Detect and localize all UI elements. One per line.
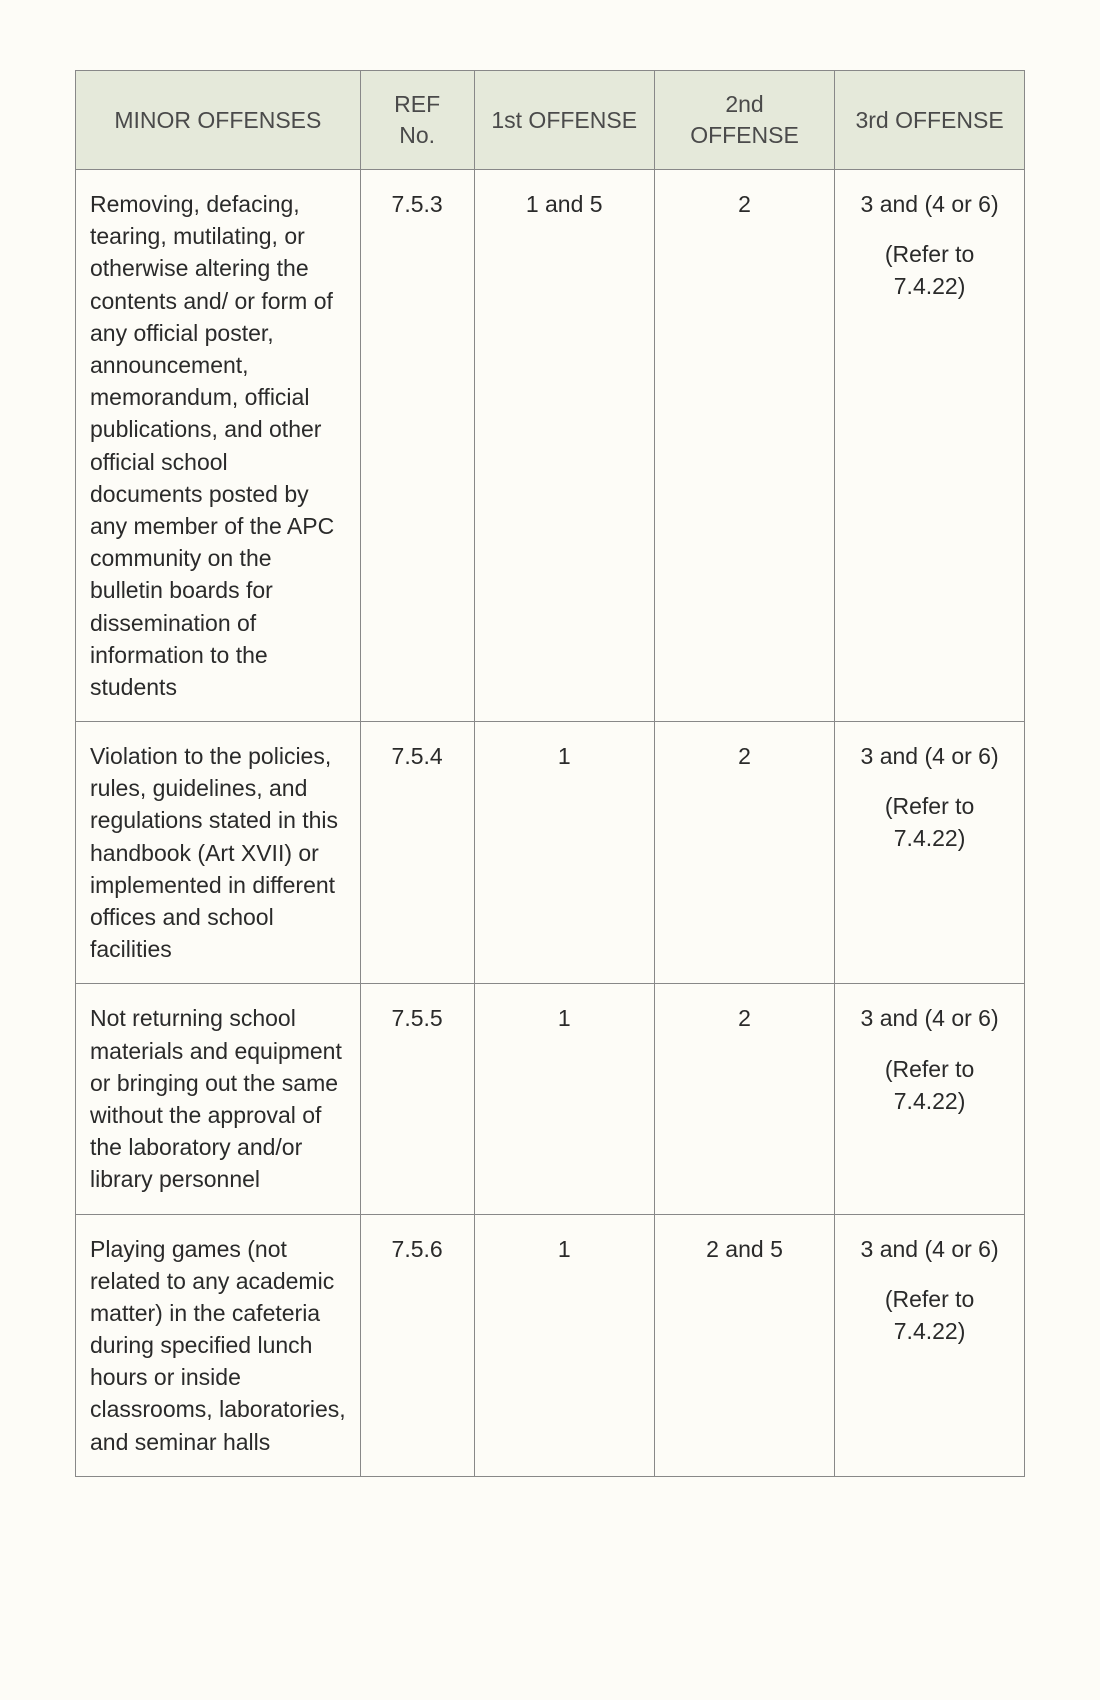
cell-second: 2 — [654, 722, 834, 984]
cell-third-line2: (Refer to 7.4.22) — [849, 238, 1010, 302]
cell-third-line1: 3 and (4 or 6) — [849, 740, 1010, 772]
table-row: Violation to the policies, rules, guidel… — [76, 722, 1025, 984]
cell-third: 3 and (4 or 6) (Refer to 7.4.22) — [835, 722, 1025, 984]
cell-third: 3 and (4 or 6) (Refer to 7.4.22) — [835, 170, 1025, 722]
header-third-offense: 3rd OFFENSE — [835, 71, 1025, 170]
cell-third-line2: (Refer to 7.4.22) — [849, 790, 1010, 854]
cell-first: 1 — [474, 722, 654, 984]
header-minor-offenses: MINOR OFFENSES — [76, 71, 361, 170]
cell-offense: Not returning school materials and equip… — [76, 984, 361, 1214]
cell-third-line1: 3 and (4 or 6) — [849, 188, 1010, 220]
cell-ref: 7.5.3 — [360, 170, 474, 722]
cell-third-line1: 3 and (4 or 6) — [849, 1002, 1010, 1034]
cell-ref: 7.5.4 — [360, 722, 474, 984]
table-row: Not returning school materials and equip… — [76, 984, 1025, 1214]
cell-offense: Playing games (not related to any academ… — [76, 1214, 361, 1476]
cell-third: 3 and (4 or 6) (Refer to 7.4.22) — [835, 1214, 1025, 1476]
cell-second: 2 — [654, 170, 834, 722]
table-row: Removing, defacing, tearing, mutilating,… — [76, 170, 1025, 722]
cell-second: 2 and 5 — [654, 1214, 834, 1476]
table-header-row: MINOR OFFENSES REF No. 1st OFFENSE 2nd O… — [76, 71, 1025, 170]
header-ref-no: REF No. — [360, 71, 474, 170]
table-row: Playing games (not related to any academ… — [76, 1214, 1025, 1476]
offenses-table: MINOR OFFENSES REF No. 1st OFFENSE 2nd O… — [75, 70, 1025, 1477]
cell-first: 1 — [474, 1214, 654, 1476]
header-first-offense: 1st OFFENSE — [474, 71, 654, 170]
header-second-offense: 2nd OFFENSE — [654, 71, 834, 170]
cell-ref: 7.5.5 — [360, 984, 474, 1214]
cell-first: 1 and 5 — [474, 170, 654, 722]
cell-first: 1 — [474, 984, 654, 1214]
cell-second: 2 — [654, 984, 834, 1214]
cell-offense: Violation to the policies, rules, guidel… — [76, 722, 361, 984]
cell-third: 3 and (4 or 6) (Refer to 7.4.22) — [835, 984, 1025, 1214]
cell-third-line1: 3 and (4 or 6) — [849, 1233, 1010, 1265]
cell-third-line2: (Refer to 7.4.22) — [849, 1283, 1010, 1347]
cell-offense: Removing, defacing, tearing, mutilating,… — [76, 170, 361, 722]
cell-ref: 7.5.6 — [360, 1214, 474, 1476]
cell-third-line2: (Refer to 7.4.22) — [849, 1053, 1010, 1117]
